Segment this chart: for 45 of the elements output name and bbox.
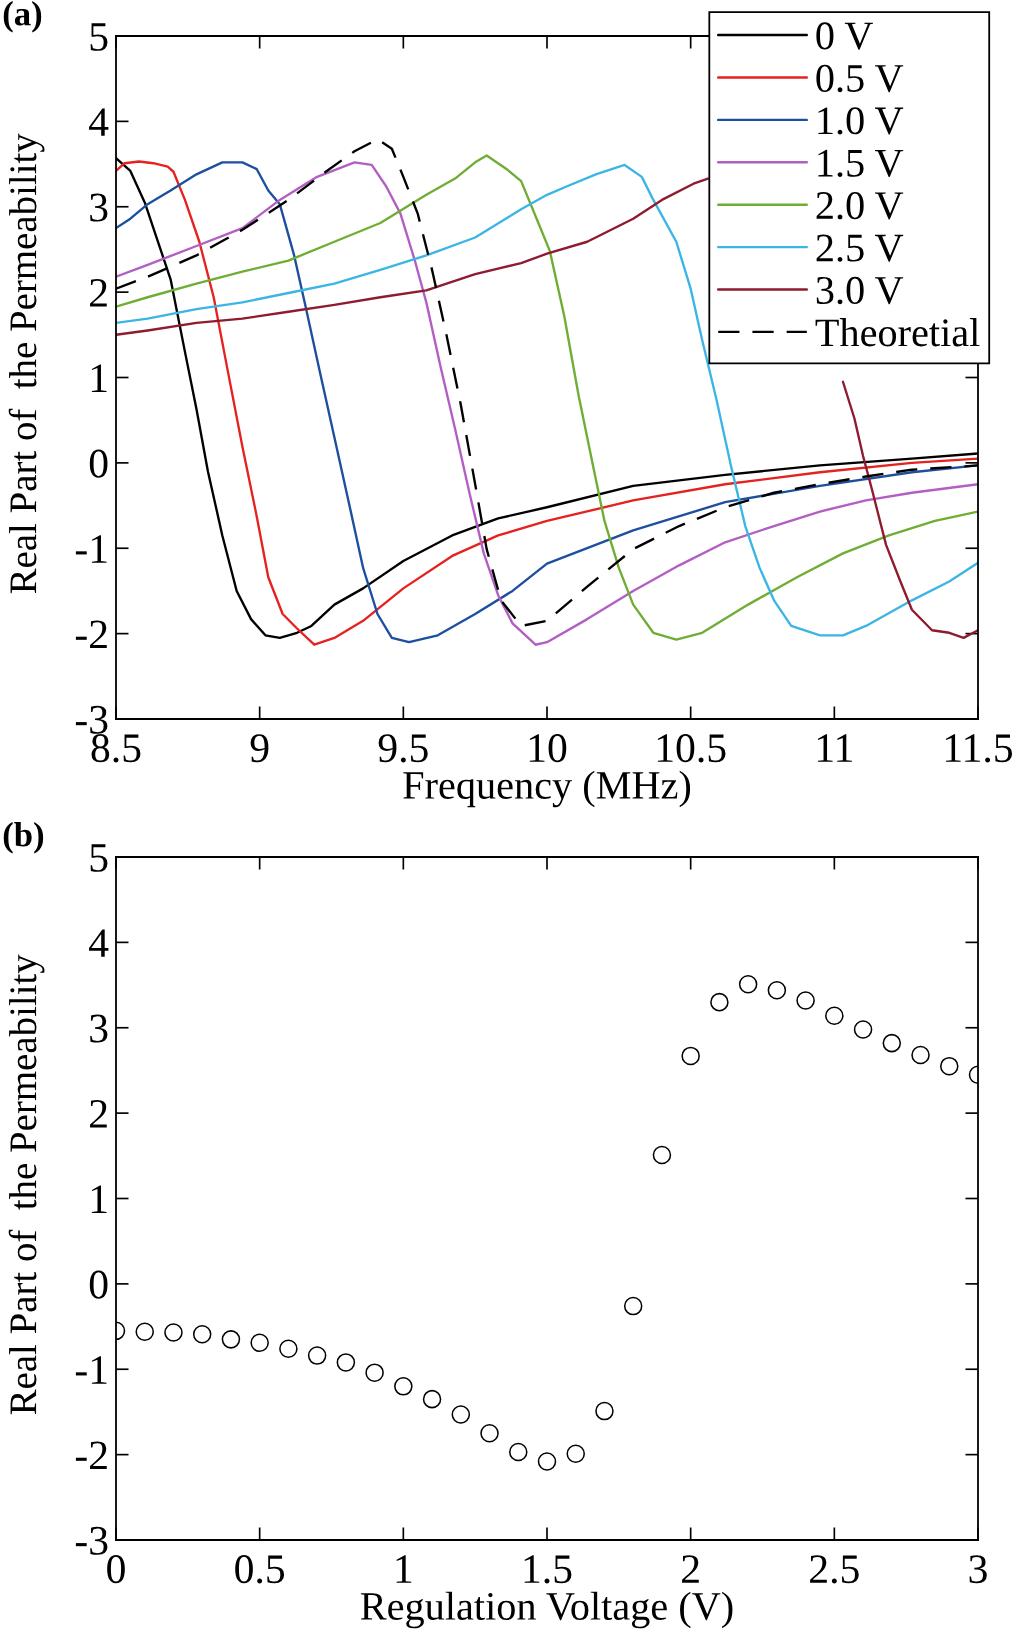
y-tick-label: 1 [91,364,107,392]
y-tick-label: 2 [90,1099,107,1128]
legend-label: 1.0 V [818,107,904,135]
y-tick-label: -1 [75,1356,107,1384]
legend-label: 1.5 V [818,149,904,177]
legend-label: 2.5 V [816,234,904,262]
legend-label: 0.5 V [816,64,904,93]
text: (b) [3,822,44,854]
x-tick-label: 2 [682,1555,699,1583]
x-axis-title: Frequency (MHz) [403,770,691,808]
y-tick-label: 4 [89,108,109,136]
y-tick-label: 3 [90,1014,108,1043]
y-tick-label: -2 [75,620,107,649]
x-tick-label: 2.5 [810,1555,859,1584]
y-tick-label: 0 [89,1270,108,1299]
legend-label: Theoretial [815,318,980,347]
x-tick-label: 9.5 [378,734,428,763]
x-tick-label: 9 [250,734,269,763]
y-tick-label: -1 [75,535,107,563]
y-tick-label: 2 [90,278,107,307]
x-tick-label: 11.5 [945,734,1013,763]
y-axis-title: Real Part of the Permeability [8,954,45,1415]
y-tick-label: -2 [75,1441,107,1470]
y-tick-label: -3 [75,705,108,734]
text: (a) [3,1,42,33]
x-tick-label: 10 [529,734,567,763]
legend-label: 3.0 V [816,276,904,305]
x-tick-label: 1 [396,1555,412,1583]
legend-label: 0 V [816,22,873,50]
y-tick-label: 5 [90,844,108,872]
y-tick-label: 1 [91,1185,107,1213]
x-tick-label: 11 [817,734,852,762]
y-tick-label: 5 [90,23,108,51]
x-tick-label: 10.5 [657,734,726,763]
x-tick-label: 8.5 [91,734,141,763]
legend-label: 2.0 V [816,192,904,220]
x-tick-label: 3 [969,1555,987,1584]
x-tick-label: 0.5 [235,1555,285,1584]
y-axis-title: Real Part of the Permeability [8,133,45,594]
y-tick-label: 4 [89,929,109,957]
y-tick-label: 3 [90,193,108,222]
x-tick-label: 1.5 [524,1555,572,1584]
y-tick-label: 0 [89,449,108,478]
y-tick-label: -3 [75,1526,108,1555]
x-axis-title: Regulation Voltage (V) [360,1591,733,1629]
